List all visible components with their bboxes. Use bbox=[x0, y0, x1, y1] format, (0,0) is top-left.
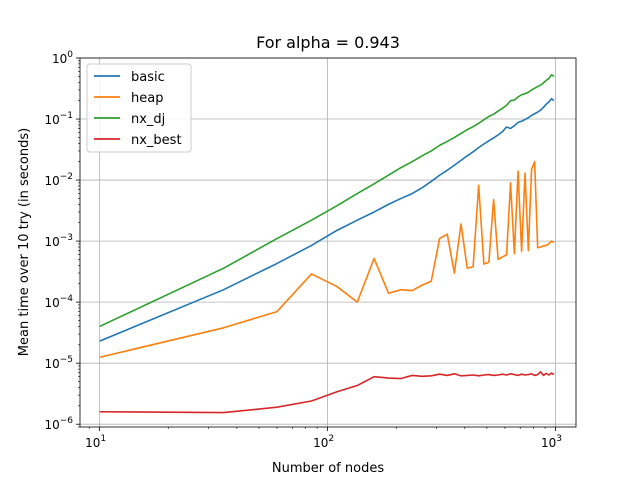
series-lines bbox=[99, 74, 555, 414]
x-tick-label-0: 101 bbox=[85, 434, 106, 450]
legend-label-heap: heap bbox=[131, 91, 163, 106]
legend: basic heap nx_dj nx_best bbox=[86, 63, 192, 153]
legend-box bbox=[86, 63, 192, 153]
axis-ticks: 101 102 103 10−6 10−5 10−4 10−3 10−2 10−1 100 bbox=[44, 50, 562, 450]
series-line-nx-dj bbox=[99, 74, 555, 328]
x-tick-label-1: 102 bbox=[313, 434, 334, 450]
series-line-heap bbox=[99, 160, 555, 359]
y-tick-label-6: 100 bbox=[52, 50, 73, 66]
y-tick-label-4: 10−2 bbox=[44, 172, 73, 188]
y-axis-label: Mean time over 10 try (in seconds) bbox=[17, 128, 32, 356]
legend-label-basic: basic bbox=[131, 70, 165, 85]
x-tick-label-2: 103 bbox=[541, 434, 562, 450]
y-tick-label-1: 10−5 bbox=[44, 355, 73, 371]
x-axis-label: Number of nodes bbox=[272, 461, 384, 476]
y-tick-label-0: 10−6 bbox=[44, 416, 73, 432]
y-tick-label-3: 10−3 bbox=[44, 233, 73, 249]
series-line-nx-best bbox=[99, 371, 555, 414]
series-line-basic bbox=[99, 97, 555, 342]
y-tick-label-5: 10−1 bbox=[44, 111, 73, 127]
legend-label-nx-best: nx_best bbox=[131, 133, 182, 148]
legend-label-nx-dj: nx_dj bbox=[131, 112, 165, 127]
plot-frame bbox=[79, 57, 577, 428]
y-tick-label-2: 10−4 bbox=[44, 294, 73, 310]
chart-title: For alpha = 0.943 bbox=[256, 33, 400, 52]
